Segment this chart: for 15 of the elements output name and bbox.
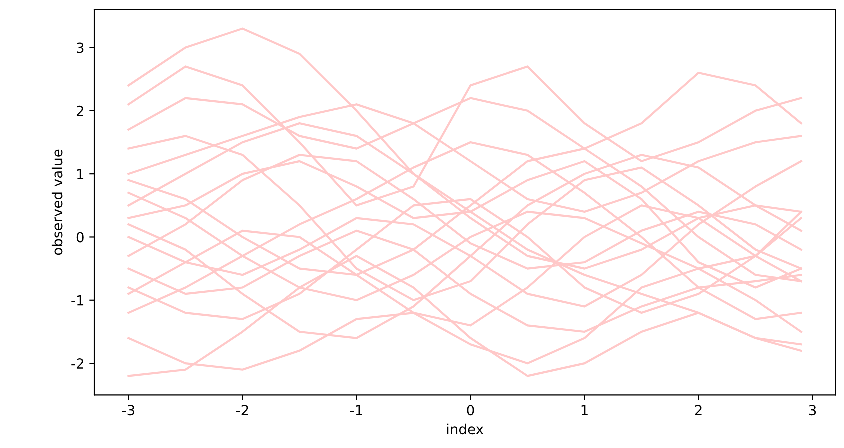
x-tick-label: -3 [122, 405, 135, 416]
y-tick-label: 0 [76, 232, 84, 243]
x-axis-title: index [447, 424, 484, 435]
y-tick-label: 1 [77, 169, 84, 180]
y-axis-title: observed value [52, 150, 63, 256]
y-tick-label: 3 [77, 42, 84, 54]
x-tick-label: -1 [350, 405, 362, 416]
x-tick-label: 0 [467, 405, 474, 416]
y-tick-label: 2 [76, 106, 84, 116]
x-tick-label: 1 [582, 405, 588, 416]
x-tick-label: 2 [695, 405, 702, 416]
y-tick-label: -2 [72, 358, 84, 369]
x-tick-label: 3 [809, 405, 816, 416]
y-tick-label: -1 [72, 296, 84, 306]
x-tick-label: -2 [236, 405, 248, 416]
